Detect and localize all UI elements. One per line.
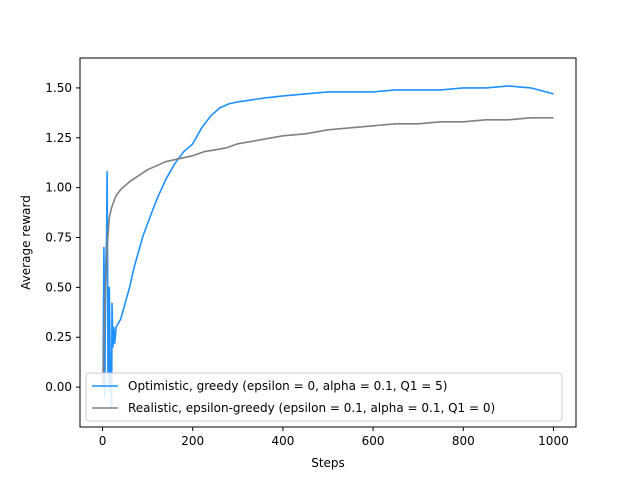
- y-tick-label: 1.00: [45, 181, 72, 195]
- legend: Optimistic, greedy (epsilon = 0, alpha =…: [85, 372, 563, 422]
- y-tick-label: 0.75: [45, 231, 72, 245]
- y-tick-label: 0.25: [45, 330, 72, 344]
- x-axis-title: Steps: [311, 456, 345, 470]
- y-tick-label: 0.00: [45, 380, 72, 394]
- x-tick-label: 800: [452, 434, 475, 448]
- legend-label-2: Realistic, epsilon-greedy (epsilon = 0.1…: [128, 401, 495, 415]
- x-tick-label: 400: [271, 434, 294, 448]
- y-tick-label: 1.50: [45, 81, 72, 95]
- x-axis: 0 200 400 600 800 1000: [99, 427, 569, 448]
- x-tick-label: 200: [181, 434, 204, 448]
- y-tick-label: 0.50: [45, 280, 72, 294]
- y-axis-title: Average reward: [19, 195, 33, 290]
- x-tick-label: 0: [99, 434, 107, 448]
- plot-frame: [79, 57, 577, 428]
- legend-box: [85, 372, 563, 422]
- plot-lines: [102, 85, 554, 408]
- y-axis: 0.00 0.25 0.50 0.75 1.00 1.25 1.50: [45, 81, 80, 394]
- series-line-2: [102, 117, 554, 388]
- x-tick-label: 600: [362, 434, 385, 448]
- y-tick-label: 1.25: [45, 131, 72, 145]
- series-line-1: [102, 85, 554, 408]
- x-tick-label: 1000: [538, 434, 569, 448]
- legend-label-1: Optimistic, greedy (epsilon = 0, alpha =…: [128, 379, 447, 393]
